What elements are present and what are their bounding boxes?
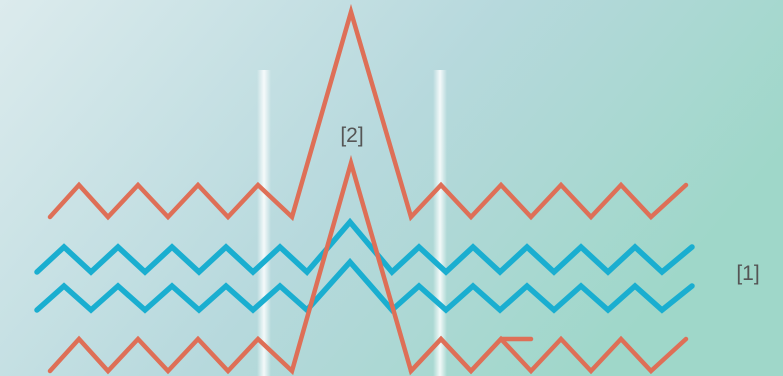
highlight-band-right	[433, 70, 447, 376]
blue-wave-lower	[34, 257, 695, 314]
band-label: [1]	[736, 262, 759, 285]
blue-wave-upper	[34, 217, 695, 276]
highlight-band-left	[257, 70, 271, 376]
orange-wave-top	[47, 3, 689, 222]
orange-wave-bottom-right	[408, 335, 689, 375]
peak-label: [2]	[340, 124, 363, 147]
